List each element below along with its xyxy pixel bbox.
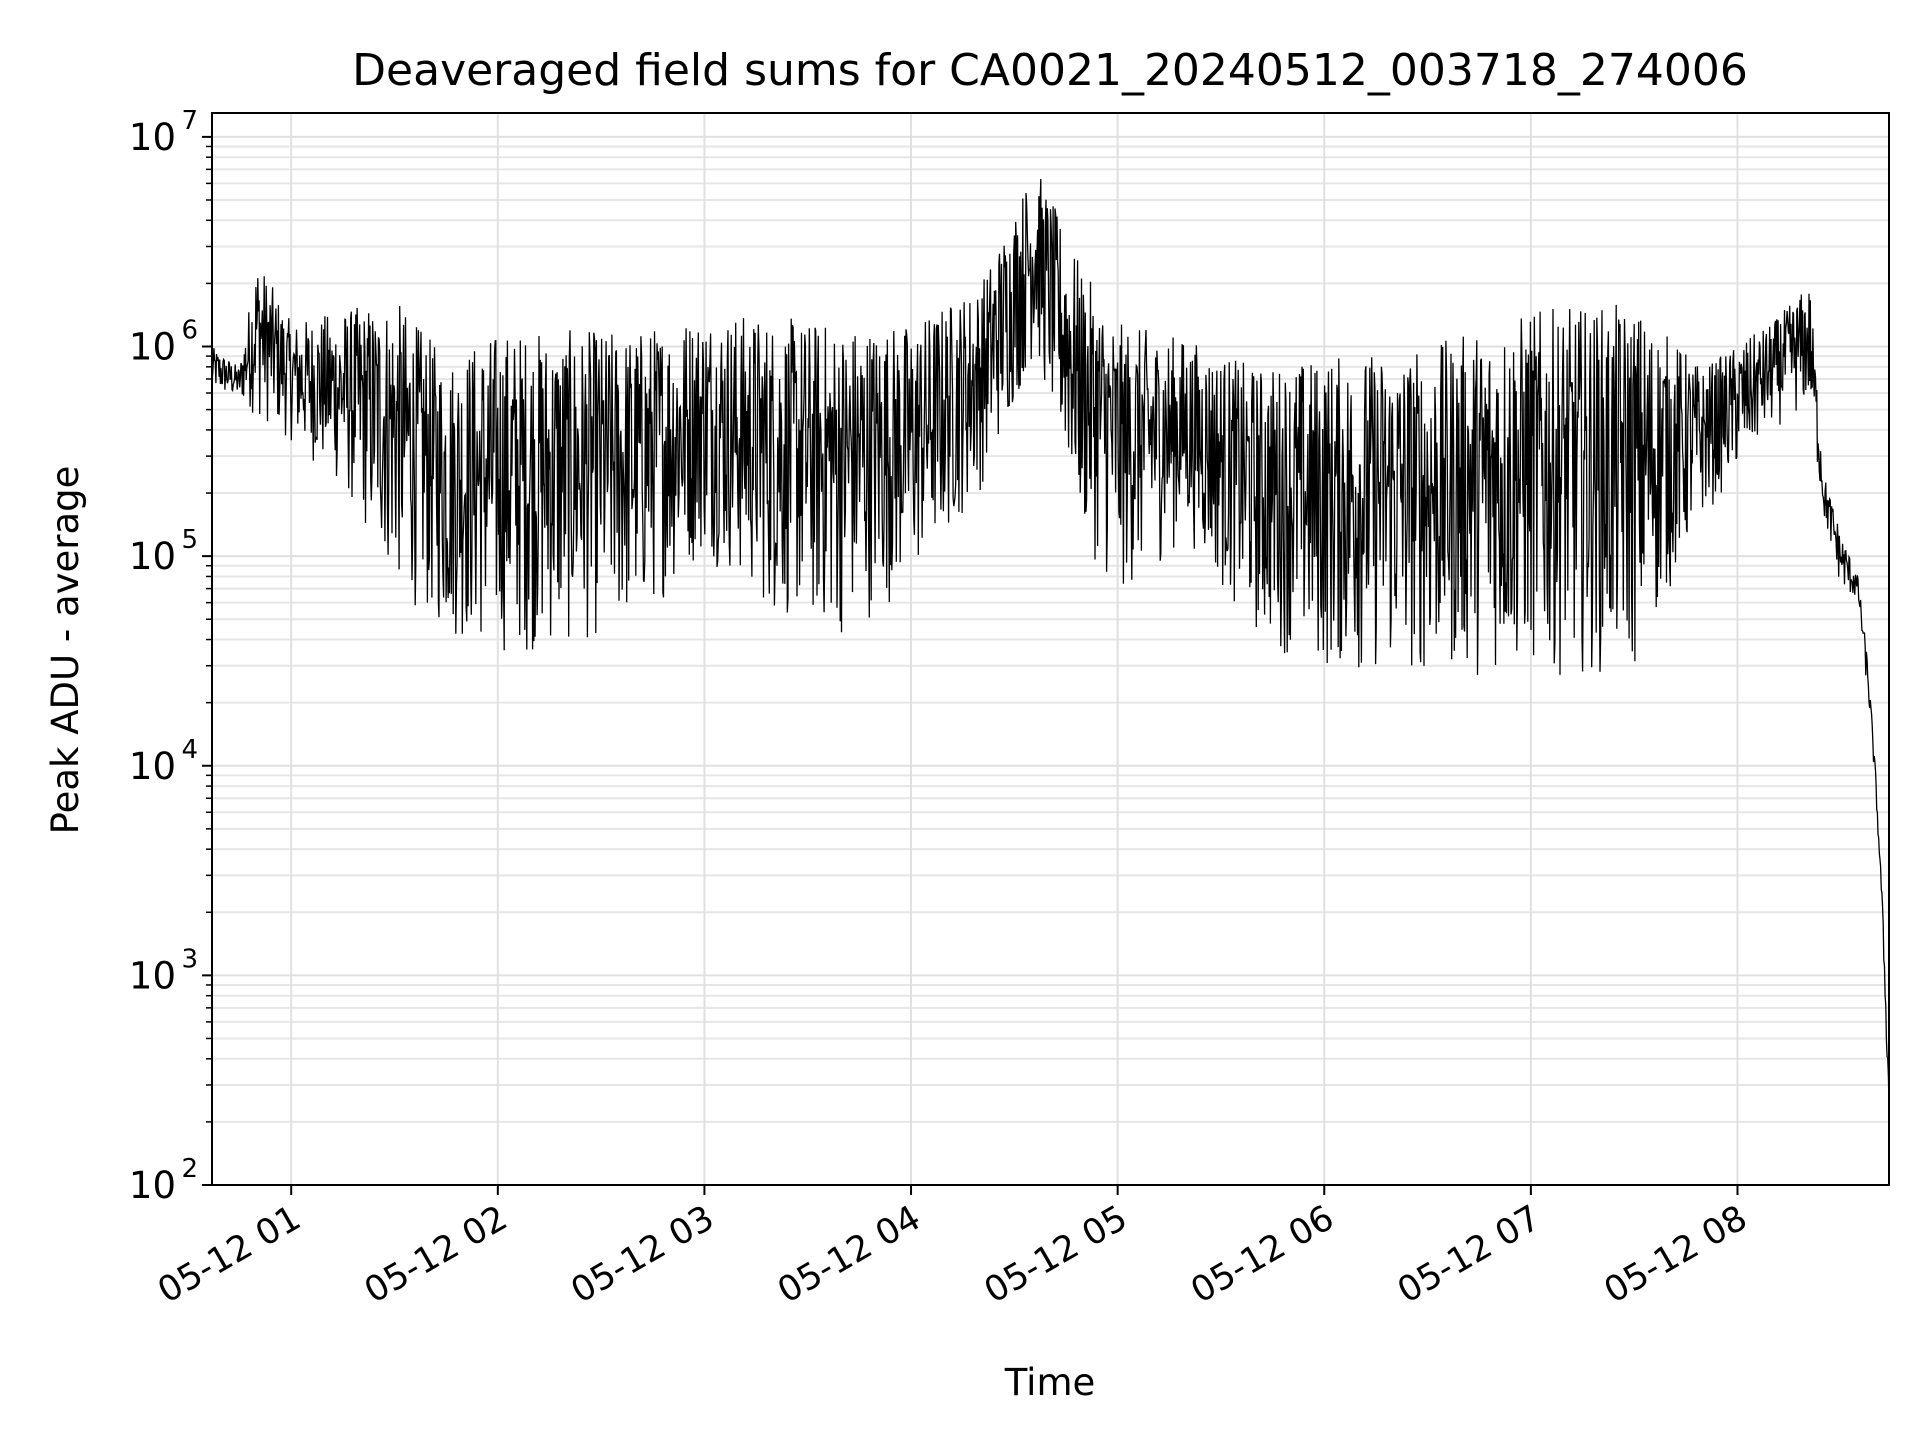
y-tick-exponent: 5 (181, 525, 198, 555)
y-tick-label: 10 (129, 745, 176, 788)
y-tick-label: 10 (129, 116, 176, 159)
series-line (211, 178, 1890, 1106)
x-axis-label: Time (1004, 1361, 1096, 1404)
y-tick-exponent: 2 (181, 1154, 198, 1184)
y-tick-label: 10 (129, 326, 176, 369)
y-tick-label: 10 (129, 1164, 176, 1207)
y-tick-exponent: 3 (181, 944, 198, 974)
plot-frame (211, 112, 1890, 1186)
y-tick-exponent: 7 (181, 106, 198, 136)
y-tick-exponent: 6 (181, 316, 198, 346)
y-tick-exponent: 4 (181, 735, 198, 765)
y-tick-label: 10 (129, 954, 176, 997)
series-layer (211, 178, 1890, 1106)
chart-title: Deaveraged field sums for CA0021_2024051… (352, 45, 1748, 96)
y-axis-label: Peak ADU - average (44, 466, 87, 835)
y-tick-label: 10 (129, 535, 176, 578)
